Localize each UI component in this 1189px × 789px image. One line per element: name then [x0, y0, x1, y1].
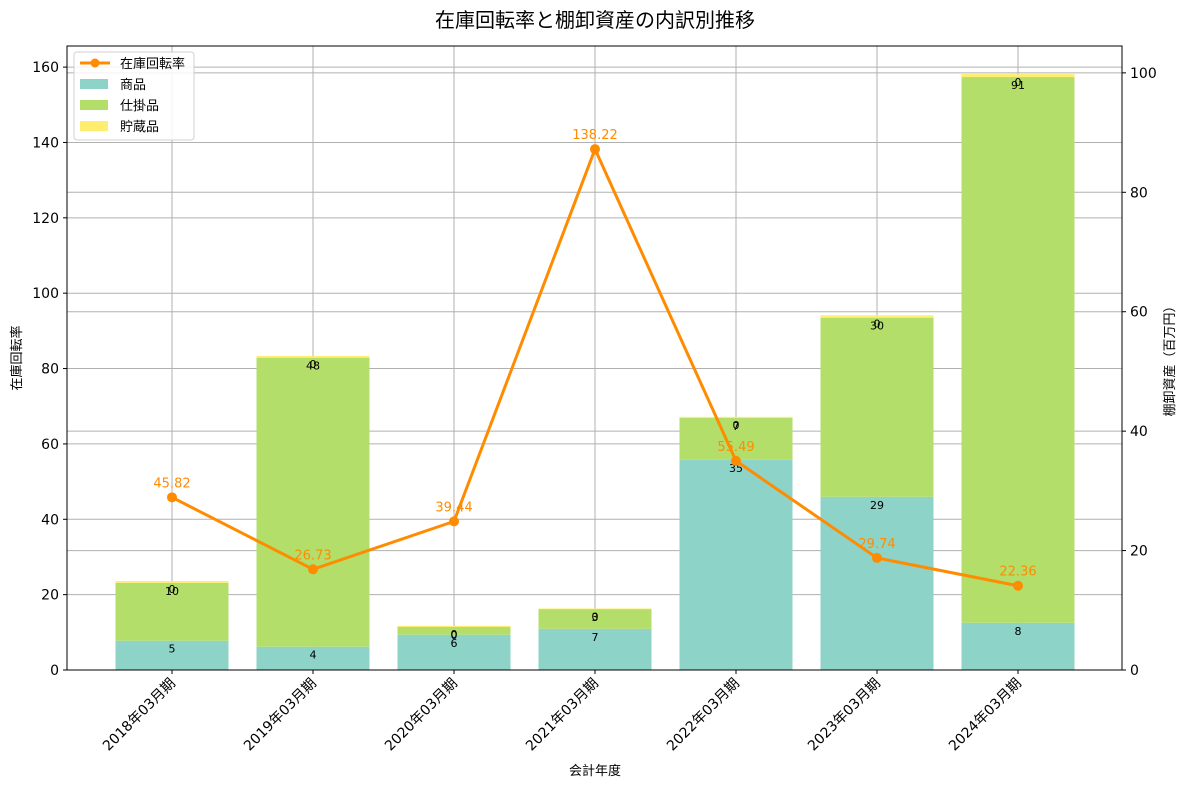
x-tick-label: 2022年03月期 [664, 676, 743, 755]
bar-value-label: 4 [310, 649, 317, 662]
left-tick-label: 160 [32, 60, 59, 76]
bar-value-label: 3 [592, 611, 599, 624]
x-axis-label: 会計年度 [569, 763, 621, 779]
right-tick-label: 40 [1130, 424, 1148, 440]
line-value-label: 138.22 [572, 128, 618, 143]
x-tick-label: 2018年03月期 [100, 676, 179, 755]
bar-segment [115, 582, 229, 641]
bar-segment [538, 609, 652, 629]
right-tick-label: 20 [1130, 544, 1148, 560]
legend-label: 貯蔵品 [120, 120, 159, 135]
bar-segment [961, 74, 1075, 78]
right-tick-label: 60 [1130, 305, 1148, 321]
bar-segment [820, 317, 934, 497]
bar-value-label: 29 [870, 499, 884, 512]
bar-value-label: 0 [592, 610, 599, 623]
bar-value-label: 91 [1011, 79, 1025, 92]
left-tick-label: 60 [41, 437, 59, 453]
bar-segment [679, 418, 793, 460]
bar-value-label: 7 [592, 631, 599, 644]
line-value-label: 45.82 [153, 476, 190, 491]
line-marker [1013, 580, 1023, 591]
line-marker [308, 564, 318, 575]
bar-value-label: 6 [451, 637, 458, 650]
right-tick-label: 0 [1130, 663, 1139, 679]
legend-patch-swatch [80, 100, 108, 110]
x-axis: 2018年03月期 2019年03月期 2020年03月期 2021年03月期 2022… [100, 670, 1025, 754]
left-tick-label: 40 [41, 512, 59, 528]
left-tick-label: 0 [50, 663, 59, 679]
line-marker [731, 455, 741, 466]
x-tick-label: 2024年03月期 [946, 676, 1025, 755]
bar-segment [115, 640, 229, 670]
line-marker [167, 492, 177, 503]
bar-value-label: 48 [306, 360, 320, 373]
line-value-label: 22.36 [999, 565, 1036, 580]
left-y-axis-label: 在庫回転率 [9, 325, 25, 390]
x-tick-label: 2021年03月期 [523, 676, 602, 755]
bar-segment [538, 608, 652, 610]
x-tick-label: 2023年03月期 [805, 676, 884, 755]
bar-value-label: 10 [165, 585, 179, 598]
legend-patch-swatch [80, 121, 108, 131]
x-tick-label: 2020年03月期 [382, 676, 461, 755]
bar-value-label: 0 [451, 629, 458, 642]
x-tick-label: 2019年03月期 [241, 676, 320, 755]
bar-segment [256, 646, 370, 670]
bar-segment [679, 459, 793, 670]
bar-segment [961, 622, 1075, 670]
left-tick-label: 140 [32, 135, 59, 151]
left-tick-label: 100 [32, 286, 59, 302]
bar-value-label: 5 [169, 643, 176, 656]
bar-segment [820, 496, 934, 670]
right-y-axis: 0 20 40 60 80 100 [1122, 66, 1157, 679]
bar-value-label: 7 [733, 420, 740, 433]
chart-title: 在庫回転率と棚卸資産の内訳別推移 [435, 8, 755, 32]
line-marker [590, 144, 600, 155]
bar-segment [820, 315, 934, 318]
bar-value-label: 0 [451, 628, 458, 641]
left-tick-label: 120 [32, 211, 59, 227]
legend-label: 商品 [120, 78, 146, 93]
bar-value-label: 8 [1015, 625, 1022, 638]
left-tick-label: 80 [41, 362, 59, 378]
bar-segment [115, 581, 229, 583]
bar-segment [397, 627, 511, 635]
line-marker [449, 516, 459, 527]
legend-label: 仕掛品 [120, 99, 159, 114]
bar-value-label: 0 [1015, 76, 1022, 89]
right-tick-label: 80 [1130, 185, 1148, 201]
line-value-label: 26.73 [294, 548, 331, 563]
bar-value-label: 0 [310, 358, 317, 371]
left-y-axis: 0 20 40 60 80 100 120 140 160 [32, 60, 67, 679]
stacked-bars [115, 74, 1075, 670]
bar-value-label: 0 [874, 317, 881, 330]
right-tick-label: 100 [1130, 66, 1157, 82]
bar-segment [397, 625, 511, 628]
line-marker [872, 552, 882, 563]
turnover-line: 45.82 26.73 39.44 138.22 55.49 29.74 22.36 [153, 128, 1037, 591]
legend-box [73, 51, 195, 141]
left-tick-label: 20 [41, 588, 59, 604]
legend-label: 在庫回転率 [120, 56, 185, 72]
bar-segment [961, 77, 1075, 623]
line-value-label: 29.74 [858, 537, 895, 552]
bar-segment [538, 628, 652, 670]
line-value-label: 55.49 [717, 440, 754, 455]
legend-patch-swatch [80, 79, 108, 89]
right-y-axis-label: 棚卸資産（百万円） [1162, 299, 1178, 416]
bar-segment [679, 416, 793, 419]
legend-marker [90, 58, 100, 68]
bar-value-label: 0 [733, 419, 740, 432]
bar-value-label: 30 [870, 320, 884, 333]
line-value-label: 39.44 [435, 500, 472, 515]
bar-segment [256, 357, 370, 647]
bar-value-label: 0 [169, 583, 176, 596]
bar-segment [397, 634, 511, 670]
bar-segment [256, 355, 370, 358]
